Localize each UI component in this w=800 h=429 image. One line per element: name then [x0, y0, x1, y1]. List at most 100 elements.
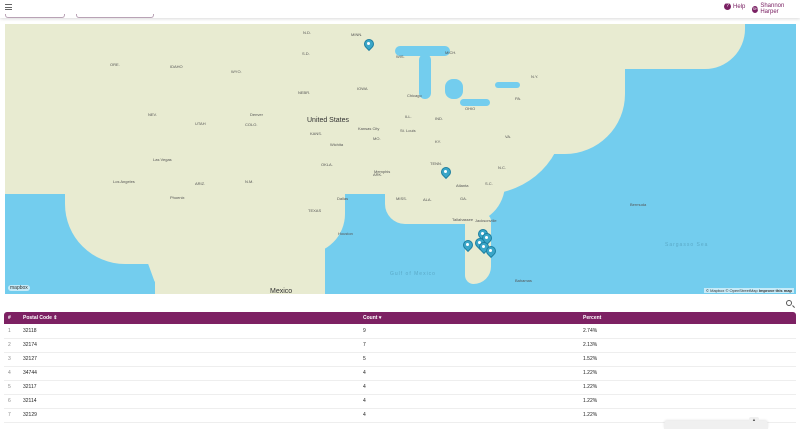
land-east-coast [485, 24, 625, 154]
map-label: ARK. [373, 172, 383, 177]
cell-postal-code: 32129 [23, 412, 37, 418]
map-label: WIS. [396, 54, 405, 59]
user-avatar: SH [752, 5, 759, 13]
map-label: IDAHO [170, 64, 183, 69]
cell-count: 5 [363, 356, 366, 362]
map-marker-icon[interactable] [463, 240, 471, 250]
map-label: KANS. [310, 131, 323, 136]
map-label: Los Angeles [113, 179, 135, 184]
map-label: KY. [435, 139, 441, 144]
table-header-row: # Postal Code ⇕ Count ▾ Percent [4, 312, 796, 324]
cell-count: 7 [363, 342, 366, 348]
map-label: S.D. [302, 51, 310, 56]
map-label: Bahamas [515, 278, 532, 283]
map-marker-icon[interactable] [486, 246, 494, 256]
map-label: N.D. [303, 30, 311, 35]
cell-index: 1 [8, 327, 11, 334]
table-row[interactable]: 1 32118 9 2.74% [4, 324, 796, 338]
map-label: Atlanta [456, 183, 469, 188]
cell-postal-code: 32174 [23, 342, 37, 348]
mapbox-logo[interactable]: mapbox [8, 285, 30, 291]
table-row[interactable]: 3 32127 5 1.52% [4, 352, 796, 366]
map-attribution: © Mapbox © OpenStreetMap Improve this ma… [704, 288, 794, 293]
map-label: Chicago [407, 93, 422, 98]
user-menu[interactable]: SH Shannon Harper [752, 3, 800, 15]
map-label: Sargasso Sea [665, 242, 709, 248]
map-label: Las Vegas [153, 157, 172, 162]
map-label: Bermuda [630, 202, 647, 207]
map-label: MICH. [445, 50, 457, 55]
map-marker-icon[interactable] [364, 39, 372, 49]
cell-percent: 1.22% [583, 384, 598, 390]
table-row[interactable]: 2 32174 7 2.13% [4, 338, 796, 352]
map-label: Tallahassee [452, 217, 474, 222]
scroll-to-top-tab[interactable]: ▲ [664, 417, 768, 429]
chevron-up-icon[interactable]: ▲ [749, 417, 759, 423]
hamburger-menu-icon[interactable] [5, 4, 12, 10]
lake-michigan [419, 54, 431, 99]
map-label: ALA. [423, 197, 432, 202]
improve-map-link[interactable]: Improve this map [758, 288, 792, 293]
tab-inactive-2[interactable] [76, 14, 154, 18]
cell-postal-code: 32127 [23, 356, 37, 362]
map-label: IOWA [357, 86, 368, 91]
map-label: PA. [515, 96, 522, 101]
table-row[interactable]: 4 34744 4 1.22% [4, 366, 796, 380]
cell-percent: 1.22% [583, 370, 598, 376]
map-label: Mexico [270, 288, 293, 294]
cell-postal-code: 34744 [23, 370, 37, 376]
map-marker-icon[interactable] [479, 242, 487, 252]
map-label: NEBR. [298, 90, 311, 95]
table-row[interactable]: 5 32117 4 1.22% [4, 380, 796, 394]
cell-percent: 1.52% [583, 356, 598, 362]
map-marker-icon[interactable] [482, 233, 490, 243]
map-label: United States [307, 117, 350, 124]
help-icon: ? [724, 3, 731, 10]
sort-icon[interactable]: ⇕ [53, 315, 58, 321]
cell-index: 3 [8, 356, 11, 362]
map-label: Gulf of Mexico [390, 271, 436, 277]
column-header-percent[interactable]: Percent [583, 315, 602, 321]
help-label: Help [733, 3, 746, 10]
map-label: IND. [435, 116, 443, 121]
map-label: OHIO [465, 106, 476, 111]
map-view[interactable]: United States Mexico MINN. WIS. MICH. IOWA NEB… [5, 24, 796, 294]
cell-postal-code: 32114 [23, 398, 37, 404]
map-label: Jacksonville [475, 218, 497, 223]
attribution-text[interactable]: © Mapbox © OpenStreetMap [706, 288, 758, 293]
top-navigation-bar: ? Help SH Shannon Harper [0, 0, 800, 18]
map-marker-icon[interactable] [441, 167, 449, 177]
search-icon[interactable] [786, 300, 792, 306]
help-link[interactable]: ? Help [724, 3, 745, 10]
cell-percent: 2.74% [583, 327, 598, 334]
map-label: OKLA. [321, 162, 333, 167]
column-header-index: # [8, 315, 11, 321]
cell-index: 2 [8, 342, 11, 348]
map-label: ILL. [405, 114, 412, 119]
column-header-postal-code[interactable]: Postal Code ⇕ [23, 315, 58, 321]
table-row[interactable]: 7 32129 4 1.22% [4, 408, 796, 422]
map-label: GA. [460, 196, 467, 201]
land-canada-east [605, 24, 745, 69]
user-name: Shannon Harper [760, 3, 785, 15]
map-label: Wichita [330, 142, 344, 147]
table-row[interactable]: 6 32114 4 1.22% [4, 394, 796, 408]
column-header-count[interactable]: Count ▾ [363, 315, 382, 321]
map-label: VA. [505, 134, 512, 139]
cell-postal-code: 32118 [23, 327, 37, 334]
sort-desc-icon[interactable]: ▾ [378, 315, 382, 321]
map-label: Memphis [374, 169, 391, 174]
cell-postal-code: 32117 [23, 384, 37, 390]
cell-index: 7 [8, 412, 11, 418]
map-label: N.Y. [531, 74, 539, 79]
map-label: Kansas City [358, 126, 380, 131]
map-label: MO. [373, 136, 381, 141]
cell-index: 6 [8, 398, 11, 404]
map-label: UTAH [195, 121, 206, 126]
cell-count: 9 [363, 327, 366, 334]
cell-count: 4 [363, 370, 366, 376]
map-label: ORE. [110, 62, 120, 67]
tab-inactive-1[interactable] [5, 14, 65, 18]
cell-percent: 2.13% [583, 342, 598, 348]
lake-huron [445, 79, 463, 99]
